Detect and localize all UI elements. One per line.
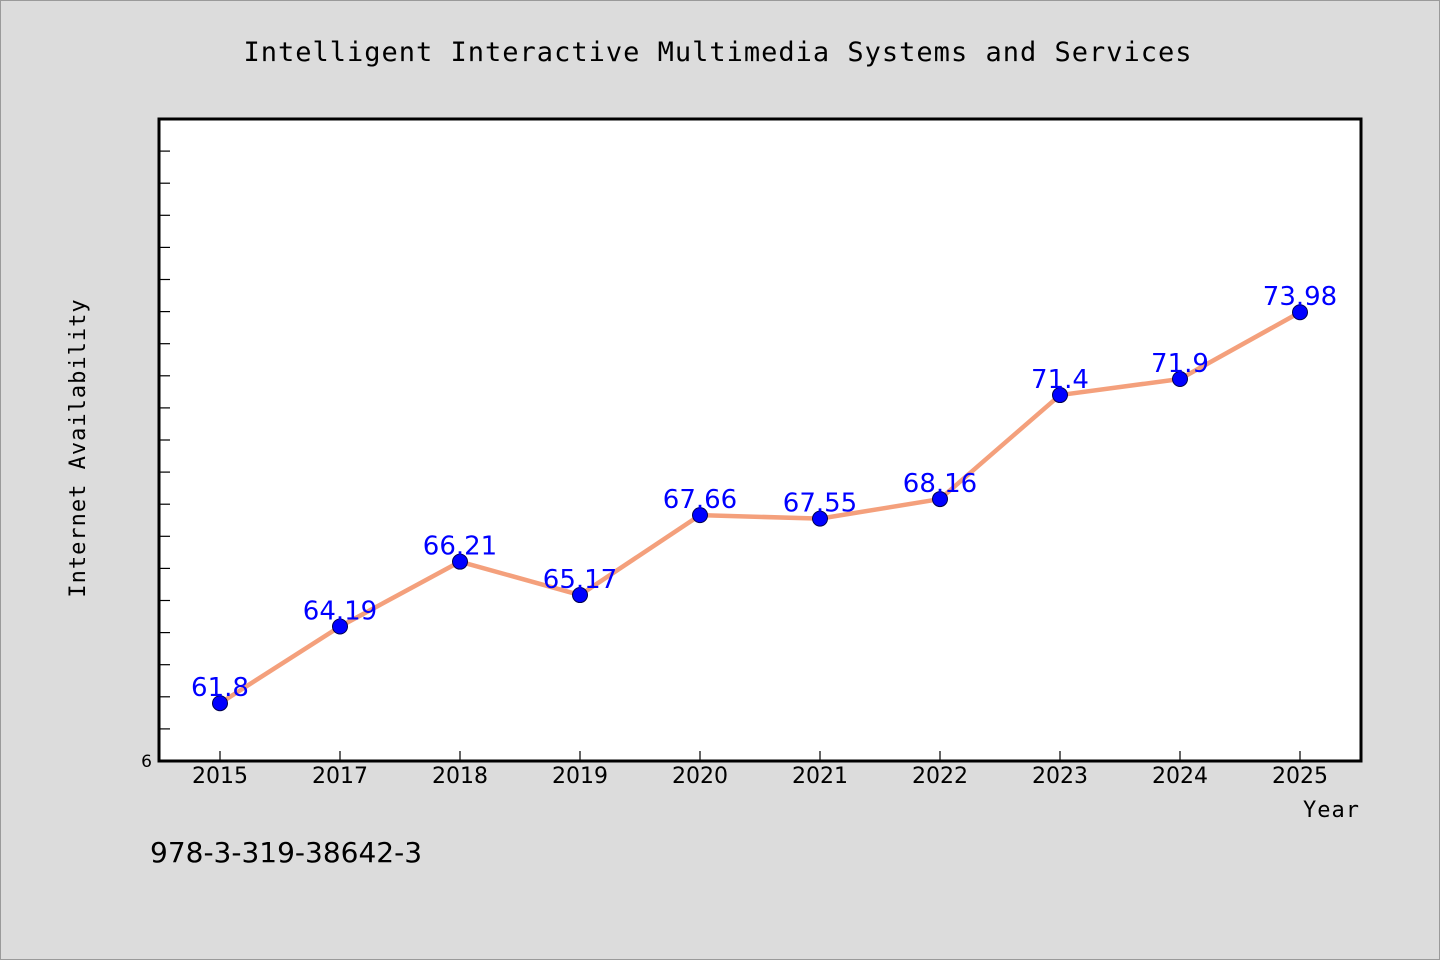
data-label: 61.8 xyxy=(191,673,249,703)
x-axis-tick-labels: 2015 2017 2018 2019 2020 2021 2022 2023 2024 2025 xyxy=(192,764,1328,789)
data-point xyxy=(1292,304,1308,321)
y-axis-label: Internet Availability xyxy=(66,298,91,597)
x-tick-label: 2022 xyxy=(912,764,968,789)
data-point xyxy=(1172,371,1188,388)
data-point xyxy=(932,491,948,508)
chart-title: Intelligent Interactive Multimedia Syste… xyxy=(243,37,1192,68)
y-tick-label: 6 xyxy=(141,752,152,772)
data-label: 73.98 xyxy=(1263,282,1337,312)
isbn-caption: 978-3-319-38642-3 xyxy=(150,836,422,869)
series-markers xyxy=(212,304,1308,712)
series-line xyxy=(217,309,1303,706)
data-label: 64.19 xyxy=(303,597,377,627)
x-tick-label: 2018 xyxy=(432,764,488,789)
y-axis-tick-labels: 6 xyxy=(141,752,152,772)
data-label: 68.16 xyxy=(903,469,977,499)
plot-frame xyxy=(157,117,1363,763)
data-labels: 61.8 64.19 66.21 65.17 67.66 67.55 68.16 71.4 71… xyxy=(191,282,1337,703)
data-point xyxy=(572,587,588,604)
x-tick-label: 2021 xyxy=(792,764,848,789)
plot-area xyxy=(159,119,1361,761)
x-tick-label: 2024 xyxy=(1152,764,1208,789)
x-tick-label: 2019 xyxy=(552,764,608,789)
data-label: 71.9 xyxy=(1151,349,1209,379)
x-axis-ticks xyxy=(219,751,1301,761)
data-point xyxy=(332,618,348,635)
x-tick-label: 2015 xyxy=(192,764,248,789)
data-label: 67.55 xyxy=(783,489,857,519)
x-tick-label: 2020 xyxy=(672,764,728,789)
data-point xyxy=(692,507,708,524)
y-axis-ticks xyxy=(159,150,170,730)
x-tick-label: 2017 xyxy=(312,764,368,789)
x-axis-label: Year xyxy=(1303,798,1360,823)
data-point xyxy=(212,695,228,712)
data-point xyxy=(1052,387,1068,404)
data-point xyxy=(452,553,468,570)
data-label: 66.21 xyxy=(423,532,497,562)
data-point xyxy=(812,510,828,527)
x-tick-label: 2025 xyxy=(1272,764,1328,789)
x-tick-label: 2023 xyxy=(1032,764,1088,789)
data-label: 71.4 xyxy=(1031,365,1089,395)
data-label: 67.66 xyxy=(663,485,737,515)
data-label: 65.17 xyxy=(543,565,617,595)
